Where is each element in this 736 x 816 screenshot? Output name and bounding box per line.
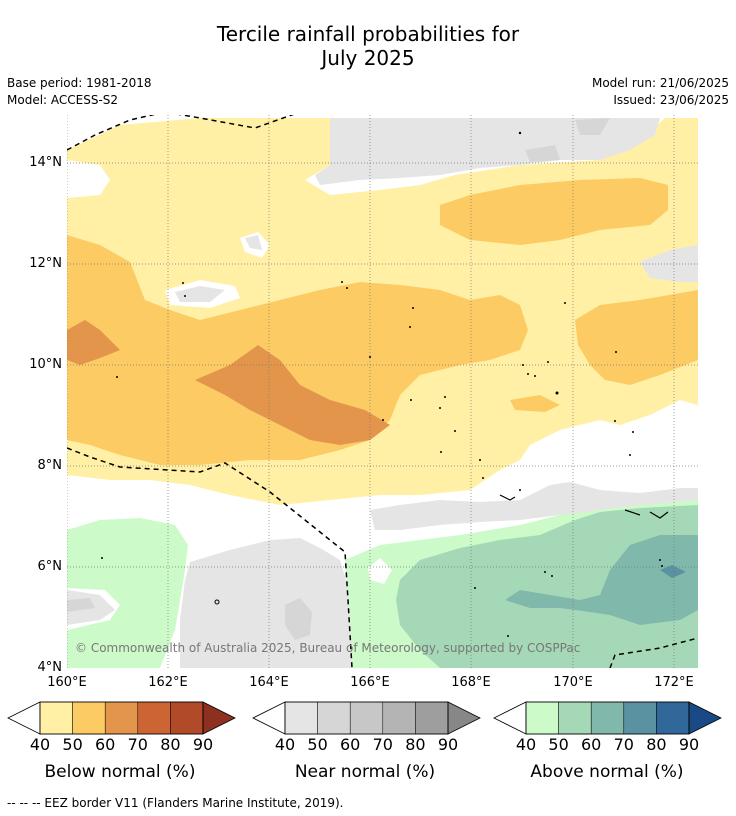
colorbar-under-triangle xyxy=(493,701,527,735)
below-normal-50-60-region xyxy=(67,235,528,465)
colorbar-segment xyxy=(317,701,351,735)
lon-tick-label: 160°E xyxy=(47,675,87,690)
lon-tick-label: 168°E xyxy=(451,675,491,690)
map-title-line-2: July 2025 xyxy=(321,46,415,70)
map-plot-area xyxy=(67,115,698,668)
colorbar-over-triangle xyxy=(202,701,236,735)
near-normal-40-50-region xyxy=(245,235,262,250)
map-title-line-1: Tercile rainfall probabilities for xyxy=(216,22,520,46)
colorbar-near-title: Near normal (%) xyxy=(294,762,436,782)
colorbar-tick-label: 50 xyxy=(62,735,83,754)
lon-tick-label: 162°E xyxy=(148,675,188,690)
colorbar-segment xyxy=(349,701,384,735)
colorbar-tick-label: 70 xyxy=(127,735,148,754)
lat-tick-label: 14°N xyxy=(29,155,62,170)
near-normal-40-50-region xyxy=(370,482,698,530)
lon-tick-label: 164°E xyxy=(249,675,289,690)
below-normal-60-70-region xyxy=(67,320,120,365)
colorbar-outline xyxy=(525,701,690,735)
colorbar-segment xyxy=(415,701,449,735)
colorbar-segment xyxy=(382,701,416,735)
colorbar-tick-label: 90 xyxy=(678,735,700,754)
below-normal-50-60-region xyxy=(440,178,668,245)
colorbar-segment xyxy=(284,701,318,735)
copyright-notice: © Commonwealth of Australia 2025, Bureau… xyxy=(75,641,581,655)
lon-tick-label: 166°E xyxy=(350,675,390,690)
near-normal-50-60-region xyxy=(525,145,560,162)
colorbar-above xyxy=(493,701,722,735)
colorbar-over-triangle xyxy=(447,701,481,735)
colorbar-segment xyxy=(656,701,690,735)
colorbar-under-triangle xyxy=(252,701,286,735)
colorbar-segment xyxy=(623,701,657,735)
colorbar-tick-label: 80 xyxy=(405,735,426,754)
colorbar-tick-label: 50 xyxy=(548,735,569,754)
no-signal-patch xyxy=(368,558,392,584)
island-markers xyxy=(101,131,663,637)
colorbar-segment xyxy=(104,701,139,735)
colorbar-tick-label: 80 xyxy=(160,735,181,754)
colorbar-tick-label: 90 xyxy=(192,735,214,754)
below-normal-50-60-region xyxy=(575,290,698,385)
base-period-label: Base period: 1981-2018 xyxy=(7,76,152,90)
colorbar-tick-label: 60 xyxy=(340,735,361,754)
model-label: Model: ACCESS-S2 xyxy=(7,93,119,107)
above-normal-40-50-region xyxy=(67,518,188,668)
island-markers xyxy=(499,494,669,519)
lat-tick-label: 10°N xyxy=(29,357,62,372)
lat-tick-label: 12°N xyxy=(29,256,62,271)
near-normal-40-50-region xyxy=(315,118,660,185)
colorbar-segment xyxy=(590,701,625,735)
near-normal-50-60-region xyxy=(285,598,312,640)
above-normal-70-80-region xyxy=(660,565,686,578)
colorbar-tick-label: 90 xyxy=(437,735,459,754)
colorbar-segment xyxy=(137,701,171,735)
issued-label: Issued: 23/06/2025 xyxy=(613,93,729,107)
colorbar-tick-label: 60 xyxy=(581,735,602,754)
colorbar-tick-label: 40 xyxy=(515,735,537,754)
near-normal-40-50-region xyxy=(640,245,698,282)
colorbar-segment xyxy=(39,701,73,735)
colorbar-tick-label: 40 xyxy=(29,735,51,754)
lon-tick-label: 172°E xyxy=(654,675,694,690)
lon-tick-label: 170°E xyxy=(553,675,593,690)
eez-legend-footer: -- -- -- EEZ border V11 (Flanders Marine… xyxy=(7,796,344,810)
model-run-label: Model run: 21/06/2025 xyxy=(591,76,729,90)
below-normal-50-60-region xyxy=(510,395,560,412)
colorbar-segment xyxy=(525,701,559,735)
eez-border xyxy=(67,115,698,668)
colorbar-below-title: Below normal (%) xyxy=(44,762,196,782)
above-normal-60-70-region xyxy=(505,535,698,625)
colorbar-under-triangle xyxy=(7,701,41,735)
lat-tick-label: 4°N xyxy=(37,660,63,675)
lat-tick-label: 6°N xyxy=(37,559,63,574)
colorbar-segment xyxy=(170,701,204,735)
colorbar-tick-label: 70 xyxy=(372,735,393,754)
near-normal-40-50-region xyxy=(180,538,352,668)
below-normal-60-70-region xyxy=(195,345,390,445)
near-normal-50-60-region xyxy=(67,598,95,612)
lat-tick-label: 8°N xyxy=(37,458,63,473)
colorbar-tick-label: 40 xyxy=(274,735,296,754)
colorbar-segment xyxy=(558,701,592,735)
colorbar-over-triangle xyxy=(688,701,722,735)
colorbar-outline xyxy=(39,701,204,735)
colorbar-segment xyxy=(72,701,106,735)
no-signal-patch xyxy=(67,160,110,198)
map-graticule xyxy=(67,115,698,668)
near-normal-40-50-region xyxy=(175,286,225,302)
colorbar-tick-label: 80 xyxy=(646,735,667,754)
colorbar-tick-label: 50 xyxy=(307,735,328,754)
colorbar-outline xyxy=(284,701,449,735)
near-normal-50-60-region xyxy=(575,118,610,135)
colorbar-below xyxy=(7,701,236,735)
above-normal-50-60-region xyxy=(396,505,698,668)
colorbar-near xyxy=(252,701,481,735)
colorbar-tick-label: 70 xyxy=(613,735,634,754)
colorbar-above-title: Above normal (%) xyxy=(530,762,684,782)
colorbar-tick-label: 60 xyxy=(95,735,116,754)
